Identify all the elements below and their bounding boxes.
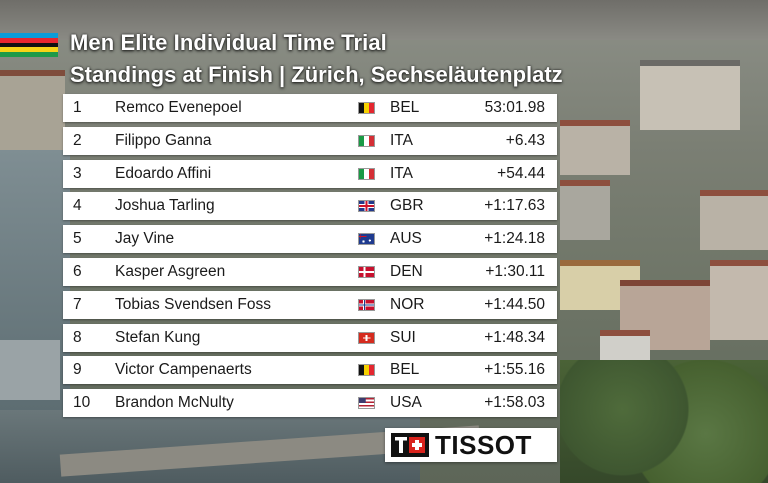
rank: 3 [73,164,82,182]
standings-row: 2 Filippo Ganna ITA +6.43 [63,126,557,155]
standings-row: 4 Joshua Tarling GBR +1:17.63 [63,192,557,221]
rank: 1 [73,99,82,116]
uk-flag-icon [358,200,375,213]
rank: 7 [73,295,82,313]
rank: 5 [73,230,82,248]
finish-time: +1:24.18 [484,230,545,248]
nation-code: BEL [390,361,420,379]
nation-code: SUI [390,328,416,346]
rider-name: Filippo Ganna [115,131,212,149]
uci-stripes-icon [0,33,58,57]
norway-flag-icon [358,298,375,311]
rider-name: Joshua Tarling [115,197,215,215]
rider-name: Edoardo Affini [115,164,212,182]
nation-code: ITA [390,164,413,182]
sponsor-name: TISSOT [435,430,532,460]
rider-name: Brandon McNulty [115,394,234,412]
italy-flag-icon [358,134,375,147]
standings-row: 8 Stefan Kung SUI +1:48.34 [63,323,557,352]
standings-row: 7 Tobias Svendsen Foss NOR +1:44.50 [63,290,557,319]
nation-code: BEL [390,99,420,116]
rank: 6 [73,262,82,280]
nation-code: AUS [390,230,422,248]
denmark-flag-icon [358,265,375,278]
standings-row: 10 Brandon McNulty USA +1:58.03 [63,389,557,418]
finish-time: 53:01.98 [484,99,545,116]
finish-time: +1:55.16 [484,361,545,379]
finish-time: +1:30.11 [485,262,545,280]
event-title: Men Elite Individual Time Trial [70,30,387,55]
standings-row: 1 Remco Evenepoel BEL 53:01.98 [63,94,557,122]
finish-time: +1:58.03 [484,394,545,412]
nation-code: USA [390,394,422,412]
finish-time: +54.44 [497,164,545,182]
stripe-blue [0,33,58,38]
rider-name: Victor Campenaerts [115,361,252,379]
standings-row: 9 Victor Campenaerts BEL +1:55.16 [63,356,557,385]
rank: 9 [73,361,82,379]
stripe-yellow [0,47,58,53]
standings-row: 6 Kasper Asgreen DEN +1:30.11 [63,257,557,286]
stripe-red [0,37,58,43]
belgium-flag-icon [358,364,375,377]
italy-flag-icon [358,167,375,180]
standings-table: 1 Remco Evenepoel BEL 53:01.98 2 Filippo… [63,94,557,422]
finish-time: +6.43 [505,131,545,149]
stripe-black [0,42,58,48]
nation-code: NOR [390,295,425,313]
rider-name: Jay Vine [115,230,175,248]
australia-flag-icon [358,233,375,246]
switzerland-flag-icon [358,331,375,344]
finish-time: +1:17.63 [484,197,545,215]
stripe-green [0,52,58,57]
rider-name: Kasper Asgreen [115,262,226,280]
tissot-logo-icon [391,433,429,457]
rank: 4 [73,197,82,215]
rank: 10 [73,394,91,412]
belgium-flag-icon [358,102,375,114]
finish-time: +1:44.50 [484,295,545,313]
standings-row: 3 Edoardo Affini ITA +54.44 [63,159,557,188]
nation-code: ITA [390,131,413,149]
usa-flag-icon [358,397,375,410]
rank: 8 [73,328,82,346]
nation-code: GBR [390,197,424,215]
rider-name: Remco Evenepoel [115,99,242,116]
sponsor-logo: TISSOT [385,428,557,462]
rank: 2 [73,131,82,149]
rider-name: Stefan Kung [115,328,201,346]
standings-row: 5 Jay Vine AUS +1:24.18 [63,225,557,254]
nation-code: DEN [390,262,423,280]
rider-name: Tobias Svendsen Foss [115,295,271,313]
event-subtitle: Standings at Finish | Zürich, Sechseläut… [70,62,563,87]
finish-time: +1:48.34 [484,328,545,346]
